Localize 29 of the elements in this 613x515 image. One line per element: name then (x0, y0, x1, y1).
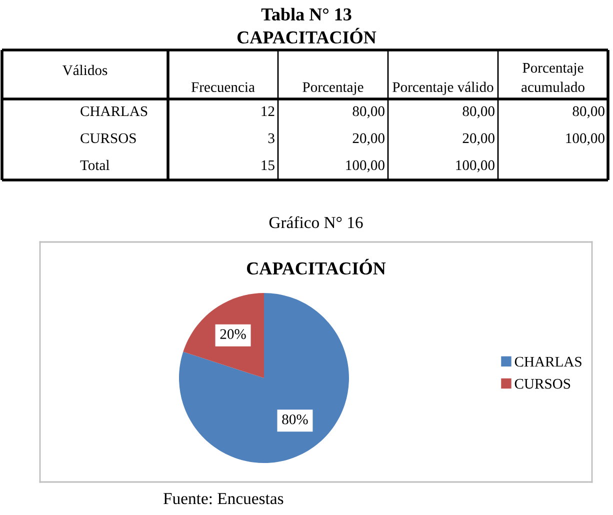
data-label: 20% (220, 329, 246, 340)
data-label: 80% (282, 414, 308, 424)
data-label: 12 (262, 106, 274, 116)
data-label: 80,00 (572, 106, 604, 118)
data-label: 3 (268, 133, 274, 144)
text: Gráfico N° 16 (269, 216, 363, 228)
text: Válidos (62, 64, 108, 76)
legend-label: CURSOS (514, 378, 570, 389)
category-label: Total (80, 160, 110, 170)
text: Porcentaje válido (392, 82, 494, 95)
data-label: 100,00 (346, 160, 384, 172)
pie-slice (179, 293, 349, 463)
text: Tabla N° 13 (261, 8, 352, 21)
source-note: Fuente: Encuestas (163, 493, 284, 504)
text: Frecuencia (191, 82, 255, 92)
data-label: 100,00 (456, 160, 494, 172)
data-label: 80,00 (462, 106, 494, 118)
text: Porcentaje (302, 82, 364, 95)
text: CAPACITACIÓN (237, 28, 376, 44)
legend-label: CHARLAS (514, 356, 582, 367)
data-label: 20,00 (352, 133, 384, 146)
data-label: 20,00 (462, 133, 494, 146)
category-label: CHARLAS (80, 106, 148, 116)
data-label: 100,00 (566, 133, 604, 146)
text: Porcentaje acumulado (522, 62, 584, 92)
category-label: CURSOS (80, 133, 136, 144)
data-label: 15 (262, 160, 274, 170)
chart-title: CAPACITACIÓN (246, 258, 386, 275)
data-label: 80,00 (352, 106, 384, 118)
